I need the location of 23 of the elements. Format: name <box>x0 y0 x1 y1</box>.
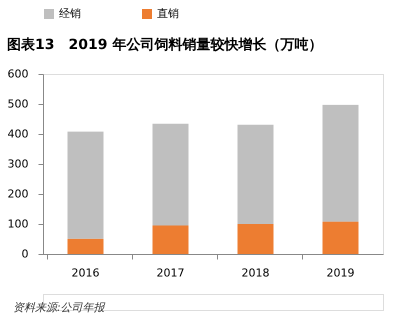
bar <box>238 124 274 224</box>
y-tick-label: 200 <box>8 188 28 200</box>
bar <box>322 222 358 254</box>
y-tick-label: 300 <box>8 158 28 170</box>
bar <box>238 224 274 254</box>
x-tick-label: 2019 <box>326 266 354 280</box>
bar <box>152 226 188 254</box>
y-tick-label: 0 <box>22 248 28 260</box>
legend-label: 直销 <box>157 7 179 20</box>
bar <box>322 104 358 222</box>
x-tick-label: 2016 <box>72 266 100 280</box>
x-tick-label: 2017 <box>156 266 184 280</box>
bar <box>68 132 104 239</box>
y-tick-label: 600 <box>8 68 28 80</box>
text: 资料来源:公司年报 <box>13 301 106 314</box>
chart-title: 图表13 2019 年公司饲料销量较快增长（万吨） <box>7 37 322 53</box>
bar <box>152 124 188 226</box>
bar <box>68 238 104 254</box>
y-tick-label: 400 <box>8 128 28 140</box>
y-tick-label: 500 <box>8 98 28 110</box>
x-tick-label: 2018 <box>242 266 270 280</box>
y-tick-label: 100 <box>8 218 28 230</box>
legend-label: 经销 <box>59 7 81 20</box>
